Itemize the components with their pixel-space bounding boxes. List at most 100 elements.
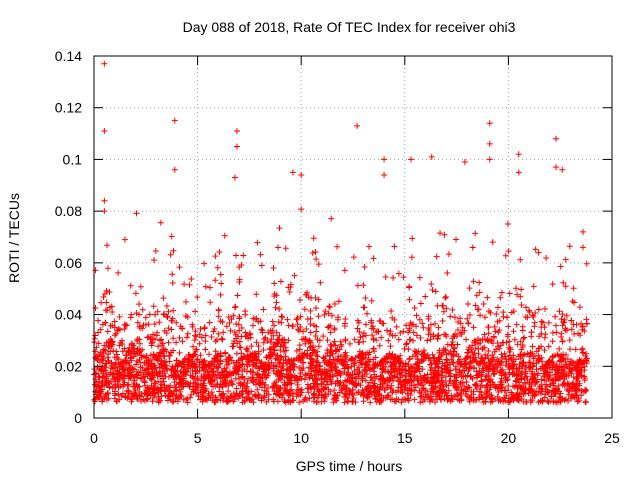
- data-point: [296, 399, 303, 406]
- data-point: [248, 397, 255, 404]
- data-point: [472, 382, 479, 389]
- data-point: [106, 383, 113, 390]
- data-point: [416, 368, 423, 375]
- data-point: [133, 310, 140, 317]
- data-point: [226, 319, 233, 326]
- data-point: [563, 361, 570, 368]
- data-point: [542, 305, 549, 312]
- data-point: [380, 320, 387, 327]
- data-point: [354, 325, 361, 332]
- data-point: [155, 370, 162, 377]
- data-point: [538, 376, 545, 383]
- data-point: [401, 386, 408, 393]
- data-point: [475, 345, 482, 352]
- data-point: [520, 359, 527, 366]
- data-point: [360, 304, 367, 311]
- data-point: [431, 367, 438, 374]
- data-point: [315, 296, 322, 303]
- data-point: [553, 361, 560, 368]
- data-point: [310, 235, 317, 242]
- data-point: [390, 366, 397, 373]
- data-point: [151, 336, 158, 343]
- data-point: [288, 377, 295, 384]
- data-point: [438, 369, 445, 376]
- data-point: [499, 384, 506, 391]
- data-point: [196, 331, 203, 338]
- data-point: [119, 348, 126, 355]
- data-point: [315, 343, 322, 350]
- data-point: [486, 156, 493, 163]
- data-point: [455, 384, 462, 391]
- data-point: [202, 346, 209, 353]
- data-point: [163, 365, 170, 372]
- data-point: [225, 382, 232, 389]
- data-point: [209, 369, 216, 376]
- data-point: [437, 230, 444, 237]
- data-point: [202, 283, 209, 290]
- data-point: [335, 298, 342, 305]
- data-point: [302, 336, 309, 343]
- data-point: [291, 356, 298, 363]
- data-point: [472, 345, 479, 352]
- data-point: [130, 342, 137, 349]
- data-point: [343, 370, 350, 377]
- data-point: [420, 350, 427, 357]
- data-point: [183, 334, 190, 341]
- data-point: [258, 262, 265, 269]
- data-point: [377, 373, 384, 380]
- data-point: [141, 359, 148, 366]
- data-point: [232, 252, 239, 259]
- data-point: [239, 393, 246, 400]
- data-point: [145, 385, 152, 392]
- data-point: [144, 391, 151, 398]
- data-point: [308, 386, 315, 393]
- data-point: [334, 346, 341, 353]
- data-point: [431, 320, 438, 327]
- data-point: [525, 387, 532, 394]
- data-point: [310, 347, 317, 354]
- data-point: [164, 397, 171, 404]
- data-point: [400, 378, 407, 385]
- data-point: [324, 337, 331, 344]
- data-point: [154, 329, 161, 336]
- data-point: [250, 322, 257, 329]
- data-point: [514, 368, 521, 375]
- data-point: [439, 318, 446, 324]
- data-point: [177, 368, 184, 375]
- data-point: [583, 350, 590, 357]
- data-point: [440, 308, 447, 315]
- data-point: [478, 377, 485, 384]
- data-point: [113, 374, 120, 381]
- data-point: [537, 390, 544, 397]
- data-point: [343, 352, 350, 359]
- data-point: [160, 375, 167, 382]
- data-point: [161, 310, 168, 317]
- data-point: [470, 324, 477, 331]
- data-point: [434, 360, 441, 367]
- data-points: [91, 60, 590, 406]
- data-point: [298, 389, 305, 396]
- data-point: [281, 348, 288, 355]
- data-point: [134, 350, 141, 357]
- data-point: [364, 384, 371, 391]
- data-point: [334, 314, 341, 321]
- data-point: [341, 322, 348, 329]
- data-point: [286, 289, 293, 296]
- data-point: [582, 399, 589, 406]
- data-point: [298, 386, 305, 393]
- data-point: [194, 294, 201, 301]
- data-point: [576, 380, 583, 387]
- data-point: [366, 389, 373, 396]
- data-point: [307, 355, 314, 362]
- data-point: [191, 351, 198, 358]
- data-point: [357, 334, 364, 341]
- data-point: [513, 321, 520, 328]
- data-point: [228, 316, 235, 323]
- data-point: [496, 396, 503, 403]
- data-point: [314, 353, 321, 360]
- data-point: [535, 249, 542, 256]
- data-point: [368, 325, 375, 332]
- data-point: [514, 384, 521, 391]
- data-point: [279, 363, 286, 370]
- data-point: [170, 335, 177, 342]
